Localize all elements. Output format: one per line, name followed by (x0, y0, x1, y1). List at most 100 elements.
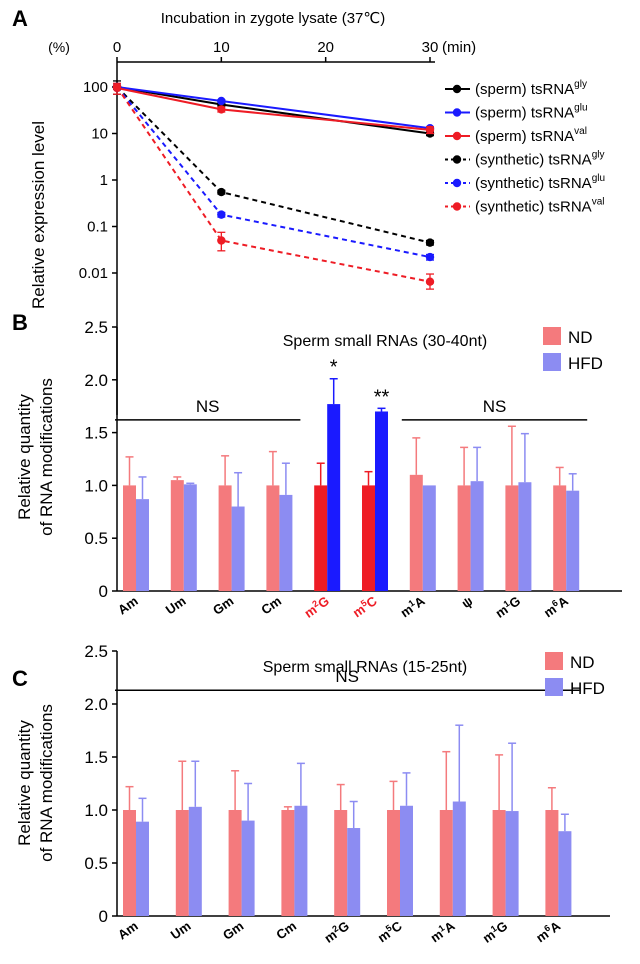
chart-b-x-tick-label: Cm (258, 593, 284, 617)
legend-a-entry-superscript: glu (592, 173, 605, 184)
legend-a-swatch-marker (452, 131, 462, 141)
legend-a-swatch-marker (452, 178, 462, 188)
x-tick-label-tail: A (547, 918, 564, 936)
chart-b-bar-nd (123, 485, 136, 591)
chart-b-legend-label: HFD (568, 354, 603, 373)
chart-b-x-tick-label: m1A (397, 592, 428, 620)
legend-a-entry-superscript: val (592, 197, 605, 208)
x-tick-label-base: Cm (273, 918, 299, 942)
chart-b-x-tick-label: Am (115, 593, 141, 617)
x-tick-label-superscript: 1 (502, 598, 512, 609)
chart-c-x-tick-label: m5C (374, 917, 405, 945)
x-tick-label-superscript: 2 (310, 598, 320, 609)
chart-a-data-point (112, 82, 122, 92)
chart-a-data-point (217, 210, 226, 219)
chart-b-x-tick-label: Gm (210, 593, 236, 618)
chart-b-y-label: Relative quantity (15, 394, 34, 520)
chart-c-y-tick-label: 0.5 (84, 854, 108, 873)
chart-b-bar-hfd (231, 506, 245, 591)
chart-a-series-line (116, 86, 431, 130)
x-tick-label-tail: G (315, 593, 332, 611)
chart-c-bar-nd (281, 810, 295, 916)
legend-a-entry: (sperm) tsRNAgly (475, 79, 587, 98)
chart-b-bar-nd (314, 485, 328, 591)
chart-a-series-line (116, 86, 431, 244)
chart-b-bar-hfd (327, 404, 341, 591)
chart-a-data-point (425, 277, 435, 286)
chart-b-bar-hfd (566, 490, 580, 591)
x-tick-label-base: Am (115, 593, 141, 617)
chart-b-bar-hfd (136, 499, 149, 591)
chart-c-bar-nd (492, 810, 506, 916)
legend-a-entry-superscript: gly (592, 150, 605, 161)
x-tick-label-tail: G (506, 593, 523, 611)
chart-a-data-point (217, 105, 226, 114)
chart-c-ns-label: NS (335, 667, 359, 686)
chart-c-bar-nd (228, 810, 242, 916)
chart-b-legend-label: ND (568, 328, 593, 347)
chart-a-y-tick-label: 1 (100, 172, 108, 189)
chart-c-bar-nd (439, 810, 453, 916)
x-tick-label-superscript: 6 (550, 598, 560, 609)
chart-a-data-point (425, 252, 435, 262)
chart-c-legend-label: HFD (570, 679, 605, 698)
chart-c-bar-hfd (558, 831, 572, 916)
x-tick-label-superscript: 5 (384, 923, 394, 934)
legend-a-entry: (sperm) tsRNAglu (475, 103, 588, 122)
chart-a-x-tick-label: 20 (317, 39, 334, 56)
x-tick-label-base: ψ (459, 593, 476, 611)
chart-b-ns-label: NS (483, 397, 507, 416)
chart-b-bar-hfd (518, 482, 532, 591)
chart-b-x-tick-label: Um (163, 593, 189, 617)
legend-a-entry-superscript: val (574, 126, 587, 137)
chart-c-bar-hfd (400, 805, 413, 916)
chart-b-y-tick-label: 1.5 (84, 424, 108, 443)
chart-b-bar-nd (170, 480, 184, 591)
chart-c-y-tick-label: 0 (99, 907, 108, 926)
x-tick-label-base: Gm (210, 593, 236, 618)
chart-a-x-tick-label: 0 (113, 39, 121, 56)
chart-a-data-point (425, 238, 435, 247)
legend-a-entry-superscript: glu (574, 103, 587, 114)
chart-b-bar-nd (362, 485, 375, 591)
chart-a-data-point (425, 125, 435, 135)
x-tick-label-superscript: 2 (330, 923, 340, 934)
chart-b-x-tick-label: m6A (540, 592, 571, 620)
legend-a-entry-name: (synthetic) tsRNA (475, 199, 592, 216)
legend-a-swatch-marker (452, 84, 462, 94)
chart-b-bar-hfd (422, 485, 436, 591)
legend-a-swatch-marker (452, 202, 462, 211)
x-tick-label-tail: A (441, 918, 458, 936)
panel-label-a: A (12, 6, 28, 31)
chart-b-y-tick-label: 0 (99, 582, 108, 601)
chart-b-significance-mark: * (330, 357, 338, 379)
chart-a-y-tick-label: 0.1 (87, 219, 108, 236)
legend-a-entry-name: (sperm) tsRNA (475, 105, 574, 122)
chart-c-bar-hfd (347, 828, 361, 916)
chart-c-bar-hfd (452, 801, 466, 916)
chart-a-title: Incubation in zygote lysate (37℃) (161, 10, 385, 27)
chart-b-bar-hfd (375, 411, 388, 591)
chart-b-bar-nd (505, 485, 519, 591)
chart-b-significance-mark: ** (374, 386, 390, 408)
chart-c-x-tick-label: Um (168, 918, 194, 942)
chart-c-bar-nd (123, 810, 136, 916)
chart-a-x-tick-label: 30 (422, 39, 439, 56)
chart-c-legend-swatch (545, 678, 563, 696)
x-tick-label-superscript: 1 (407, 598, 417, 609)
panel-label-b: B (12, 310, 28, 335)
x-tick-label-tail: C (363, 593, 380, 611)
chart-b-ns-label: NS (196, 397, 220, 416)
chart-b-bar-hfd (279, 494, 293, 591)
x-tick-label-superscript: 1 (437, 923, 447, 934)
legend-a-swatch-marker (452, 108, 462, 117)
chart-c-y-tick-label: 2.0 (84, 695, 108, 714)
chart-b-x-tick-label: m2G (301, 592, 332, 620)
chart-b-bar-hfd (183, 484, 197, 591)
chart-a-data-point (217, 236, 226, 245)
x-tick-label-superscript: 5 (359, 598, 369, 609)
chart-a-y-unit: (%) (48, 39, 70, 55)
chart-c-bar-hfd (241, 820, 255, 916)
legend-a-entry-superscript: gly (574, 79, 587, 90)
